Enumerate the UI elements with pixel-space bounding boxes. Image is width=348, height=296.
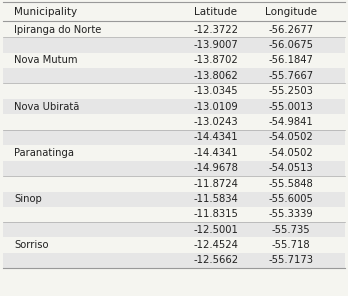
Text: -13.0109: -13.0109: [193, 102, 238, 112]
Text: Municipality: Municipality: [14, 7, 77, 17]
Text: -13.0345: -13.0345: [193, 86, 238, 96]
Text: -12.5662: -12.5662: [193, 255, 238, 266]
Bar: [3, 68, 345, 83]
Text: Longitude: Longitude: [264, 7, 317, 17]
Bar: [3, 253, 345, 268]
Text: -11.5834: -11.5834: [193, 194, 238, 204]
Text: -54.9841: -54.9841: [268, 117, 313, 127]
Text: -55.718: -55.718: [271, 240, 310, 250]
Text: -55.6005: -55.6005: [268, 194, 313, 204]
Text: -14.4341: -14.4341: [193, 148, 238, 158]
Text: -54.0502: -54.0502: [268, 132, 313, 142]
Text: -12.5001: -12.5001: [193, 225, 238, 235]
Text: -14.4341: -14.4341: [193, 132, 238, 142]
Text: -14.9678: -14.9678: [193, 163, 238, 173]
Text: -55.3339: -55.3339: [268, 209, 313, 219]
Text: Nova Ubiratã: Nova Ubiratã: [14, 102, 79, 112]
Text: Paranatinga: Paranatinga: [14, 148, 74, 158]
Text: Sorriso: Sorriso: [14, 240, 48, 250]
Text: -11.8724: -11.8724: [193, 178, 238, 189]
Bar: [3, 130, 345, 145]
Text: -55.5848: -55.5848: [268, 178, 313, 189]
Text: -11.8315: -11.8315: [193, 209, 238, 219]
Text: -12.3722: -12.3722: [193, 25, 238, 35]
Text: -12.4524: -12.4524: [193, 240, 238, 250]
Text: Ipiranga do Norte: Ipiranga do Norte: [14, 25, 101, 35]
Bar: [3, 192, 345, 207]
Text: -55.7667: -55.7667: [268, 71, 313, 81]
Text: -55.0013: -55.0013: [268, 102, 313, 112]
Text: -55.7173: -55.7173: [268, 255, 313, 266]
Text: -56.2677: -56.2677: [268, 25, 313, 35]
Text: -55.735: -55.735: [271, 225, 310, 235]
Text: -56.1847: -56.1847: [268, 55, 313, 65]
Text: -13.8062: -13.8062: [193, 71, 238, 81]
Bar: [3, 99, 345, 114]
Text: -55.2503: -55.2503: [268, 86, 313, 96]
Bar: [3, 222, 345, 237]
Text: -13.9007: -13.9007: [193, 40, 238, 50]
Bar: [3, 38, 345, 53]
Text: -13.8702: -13.8702: [193, 55, 238, 65]
Text: Nova Mutum: Nova Mutum: [14, 55, 77, 65]
Text: -56.0675: -56.0675: [268, 40, 313, 50]
Bar: [3, 161, 345, 176]
Text: -54.0502: -54.0502: [268, 148, 313, 158]
Text: Sinop: Sinop: [14, 194, 42, 204]
Text: -13.0243: -13.0243: [193, 117, 238, 127]
Text: Latitude: Latitude: [194, 7, 237, 17]
Text: -54.0513: -54.0513: [268, 163, 313, 173]
